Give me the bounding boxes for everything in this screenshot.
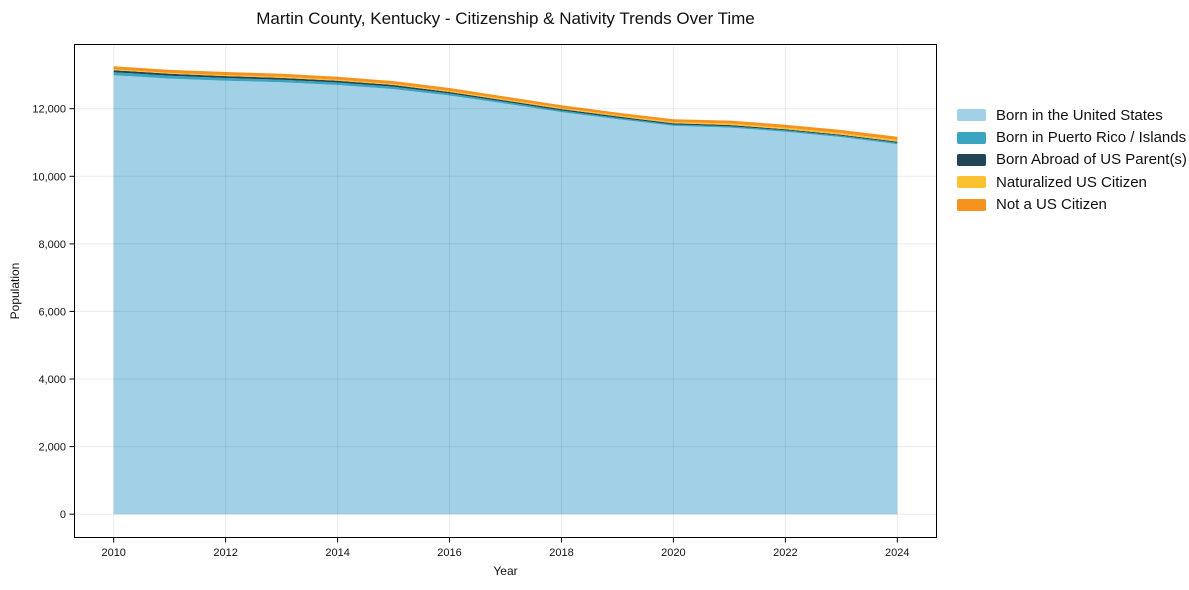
y-tick-label: 0 [60,509,66,521]
x-axis-label: Year [493,564,518,578]
x-tick-label: 2016 [437,547,461,559]
y-tick-label: 4,000 [38,374,66,386]
x-tick-label: 2018 [549,547,573,559]
x-tick-label: 2012 [213,547,237,559]
legend-swatch-icon [957,176,986,189]
legend-label: Born in Puerto Rico / Islands [996,129,1187,147]
area-naturalized-us-citizen [113,69,898,142]
tick-marks-group [69,108,898,543]
y-tick-label: 6,000 [38,306,66,318]
legend: Born in the United States Born in Puerto … [957,104,1187,216]
x-tick-label: 2020 [661,547,685,559]
legend-swatch-icon [957,109,986,122]
area-born-in-the-united-states [113,75,898,515]
area-born-abroad-of-us-parent-s [113,70,898,143]
x-tick-label: 2024 [885,547,909,559]
legend-item-born-abroad-of-us-parent-s: Born Abroad of US Parent(s) [957,149,1187,171]
x-tick-label: 2010 [101,547,125,559]
legend-item-not-a-us-citizen: Not a US Citizen [957,194,1187,216]
y-axis-label: Population [8,262,22,320]
x-tick-label: 2022 [773,547,797,559]
x-tick-label: 2014 [325,547,349,559]
y-tick-label: 10,000 [32,171,66,183]
y-tick-label: 2,000 [38,442,66,454]
y-tick-label: 12,000 [32,104,66,116]
area-not-a-us-citizen [113,66,898,140]
legend-label: Born Abroad of US Parent(s) [996,151,1187,169]
legend-item-naturalized-us-citizen: Naturalized US Citizen [957,171,1187,193]
legend-label: Naturalized US Citizen [996,173,1147,191]
legend-item-born-in-puerto-rico-islands: Born in Puerto Rico / Islands [957,126,1187,148]
grid-group [74,44,937,538]
plot-border [74,44,937,538]
legend-swatch-icon [957,198,986,211]
y-tick-label: 8,000 [38,239,66,251]
areas-group [113,66,898,515]
chart-title: Martin County, Kentucky - Citizenship & … [256,9,755,28]
tick-labels-group: 2010 2012 2014 2016 2018 2020 2022 2024 0 2,000 4,… [32,104,909,559]
legend-label: Not a US Citizen [996,196,1107,214]
legend-item-born-in-the-united-states: Born in the United States [957,104,1187,126]
legend-label: Born in the United States [996,106,1163,124]
area-born-in-puerto-rico-islands [113,72,898,145]
legend-swatch-icon [957,131,986,144]
legend-swatch-icon [957,153,986,166]
